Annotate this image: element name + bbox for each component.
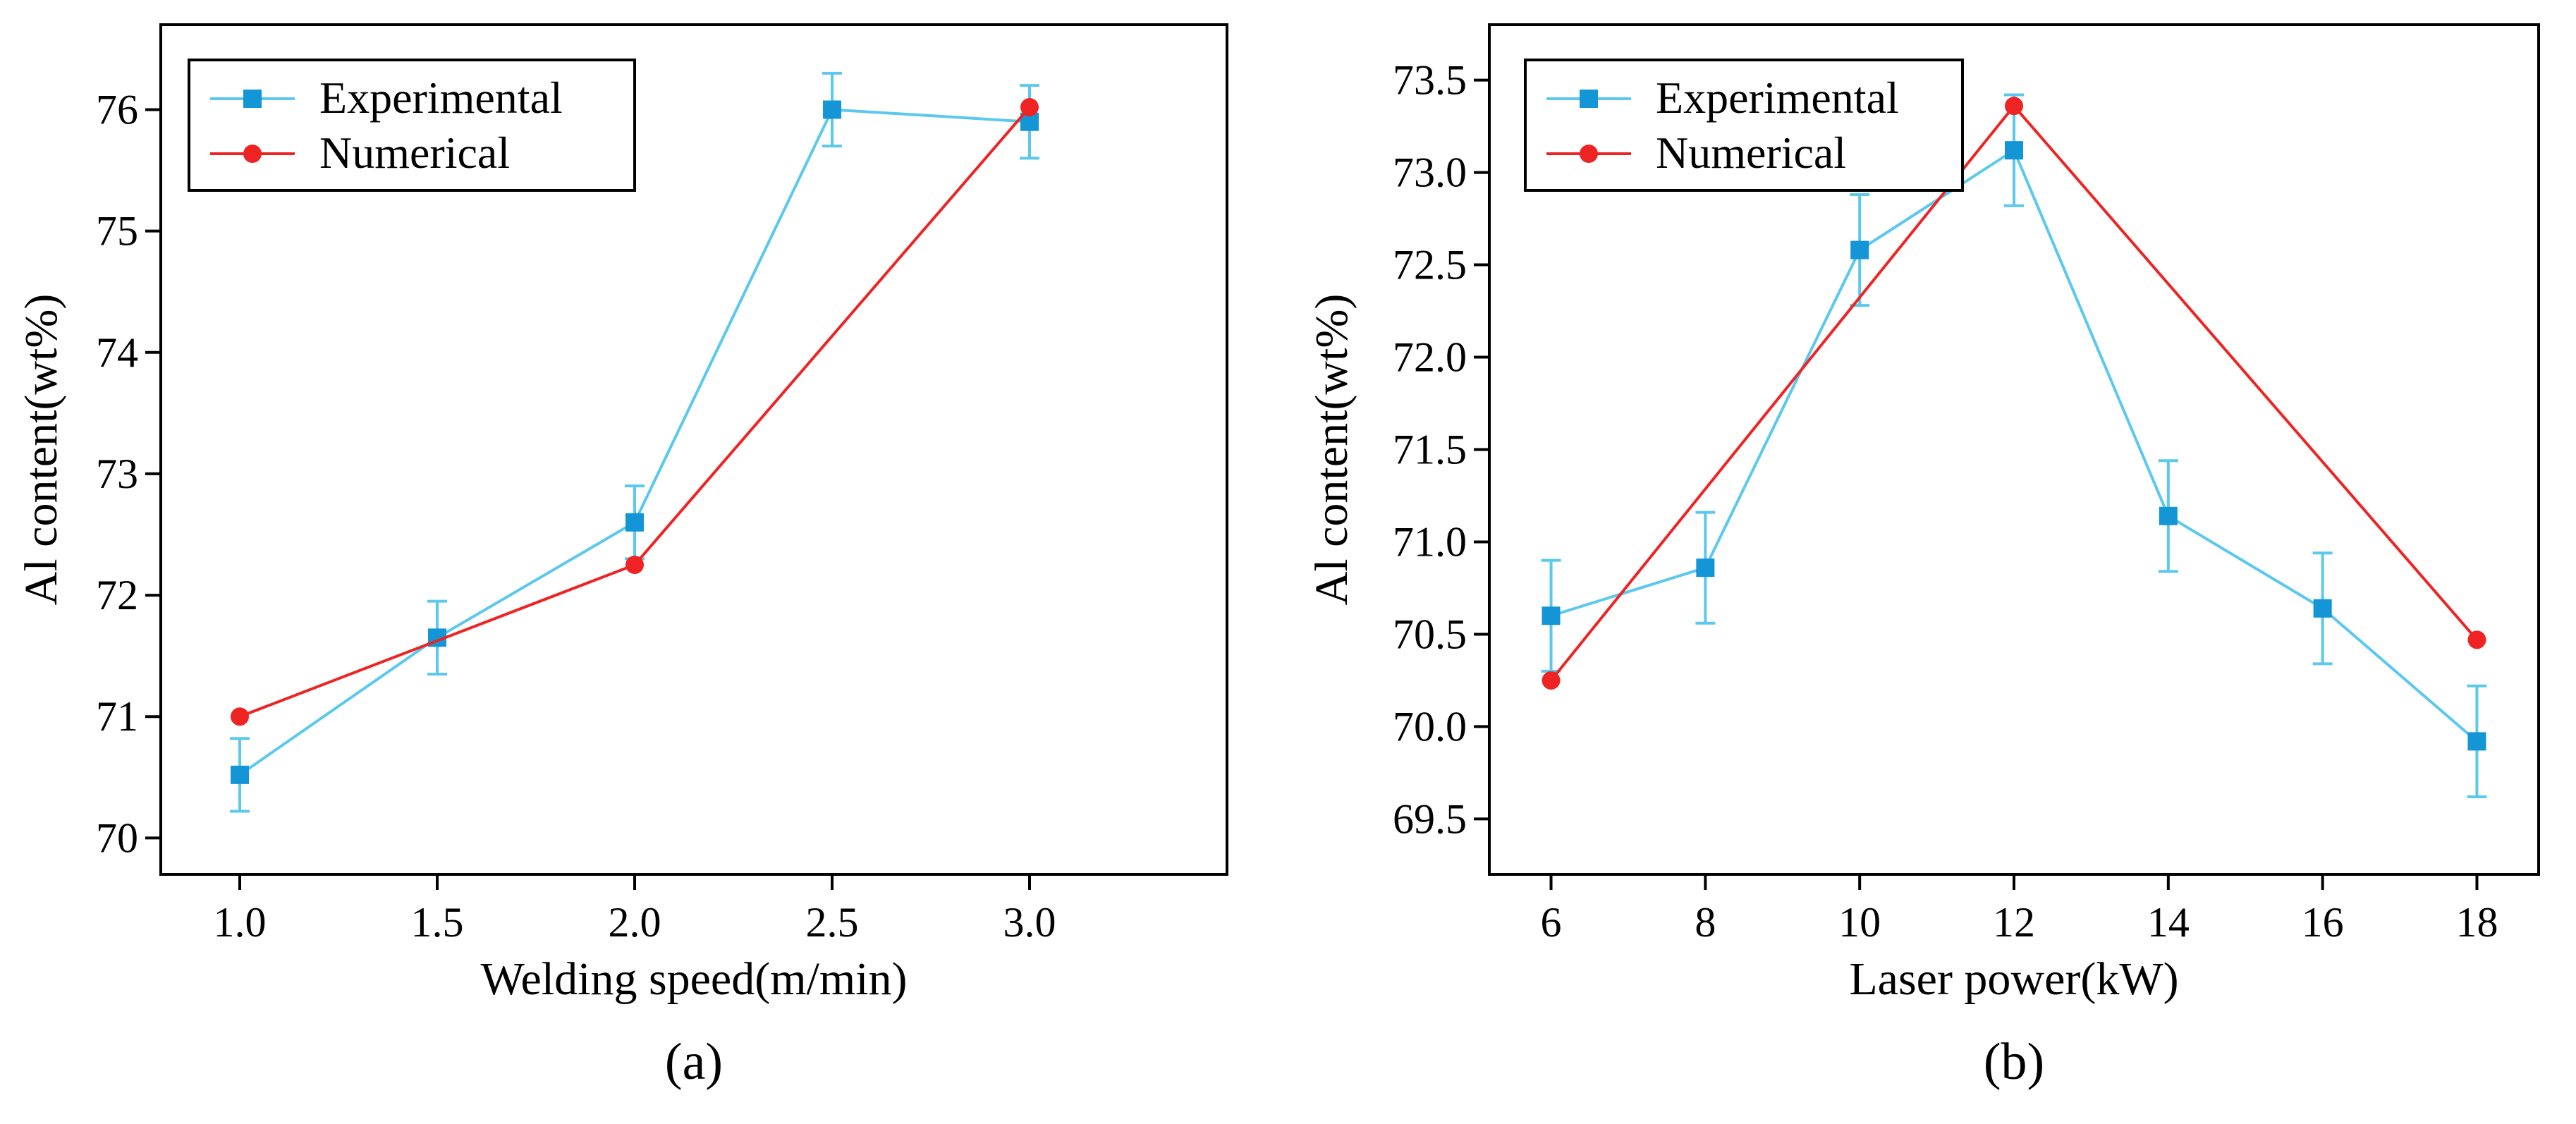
y-tick-label: 73.5: [1393, 57, 1467, 104]
y-tick-label: 71.0: [1393, 518, 1467, 565]
x-tick-label: 6: [1541, 899, 1562, 946]
legend-box: [188, 59, 636, 192]
chart-panel-0: 1.0 1.5 2.0 2.5 3.0 70 71 72 73 74 75 76 Welding spe…: [16, 23, 1228, 1091]
y-tick-label: 73: [96, 451, 138, 497]
x-tick-label: 8: [1695, 899, 1716, 946]
y-tick-label: 72.5: [1393, 242, 1467, 288]
series-line: [239, 106, 1031, 719]
y-tick-label: 71.5: [1393, 427, 1467, 473]
chart-panel-1: 6 8 10 12 14 16 18 69.5 70.0 70.5 71.0 71.5 72.0 72.5…: [1306, 23, 2540, 1091]
legend-label: Experimental: [319, 73, 563, 123]
x-axis-title: Laser power(kW): [1849, 953, 2178, 1005]
y-tick-label: 71: [96, 693, 138, 740]
x-tick-label: 18: [2455, 899, 2498, 946]
data-point: [231, 765, 249, 784]
legend-box: [1524, 59, 1964, 192]
data-point: [2159, 506, 2178, 525]
plot-frame: [159, 23, 1228, 876]
y-tick-label: 74: [96, 329, 138, 376]
legend-label: Experimental: [1656, 73, 1899, 123]
data-point: [2005, 141, 2023, 160]
y-tick-label: 70.0: [1393, 703, 1467, 750]
data-point: [1696, 558, 1715, 578]
y-tick-label: 75: [96, 208, 138, 255]
x-tick-label: 10: [1838, 899, 1881, 946]
y-tick-label: 72: [96, 572, 138, 618]
data-point: [625, 556, 644, 575]
series-experimental: [1541, 93, 2487, 798]
data-point: [1850, 240, 1869, 259]
series-line: [238, 108, 1030, 776]
x-tick-label: 3.0: [1003, 899, 1056, 946]
y-tick-label: 72.0: [1393, 334, 1467, 381]
series-numerical: [231, 98, 1039, 726]
data-point: [1542, 606, 1561, 625]
data-point: [823, 100, 841, 119]
data-point: [2313, 599, 2332, 618]
y-axis-title: Al content(wt%): [16, 294, 67, 606]
data-point: [231, 707, 249, 726]
x-axis-title: Welding speed(m/min): [480, 953, 907, 1005]
data-point: [2005, 97, 2023, 116]
data-point: [2467, 732, 2486, 751]
x-tick-label: 2.0: [609, 899, 661, 946]
legend-swatch-marker: [243, 145, 262, 163]
series-numerical: [1542, 97, 2486, 690]
data-point: [2467, 630, 2486, 649]
data-point: [625, 513, 644, 532]
x-tick-label: 14: [2147, 899, 2190, 946]
panel-label: (a): [665, 1033, 723, 1091]
y-tick-label: 69.5: [1393, 795, 1467, 842]
data-point: [1020, 98, 1039, 117]
y-tick-label: 70: [96, 814, 138, 861]
legend-swatch-marker: [1580, 90, 1598, 108]
x-tick-label: 1.0: [214, 899, 267, 946]
data-point: [1542, 671, 1561, 690]
y-tick-label: 70.5: [1393, 611, 1467, 657]
y-axis-title: Al content(wt%): [1306, 294, 1357, 606]
series-line: [1550, 148, 2478, 743]
legend-swatch-marker: [243, 90, 262, 108]
x-tick-label: 2.5: [806, 899, 859, 946]
legend-label: Numerical: [1656, 128, 1846, 178]
x-tick-label: 16: [2302, 899, 2344, 946]
legend-label: Numerical: [319, 128, 510, 178]
x-tick-label: 1.5: [411, 899, 464, 946]
legend-swatch-marker: [1580, 145, 1598, 163]
panel-label: (b): [1984, 1033, 2044, 1091]
y-tick-label: 73.0: [1393, 149, 1467, 196]
x-tick-label: 12: [1993, 899, 2035, 946]
y-tick-label: 76: [96, 87, 138, 133]
